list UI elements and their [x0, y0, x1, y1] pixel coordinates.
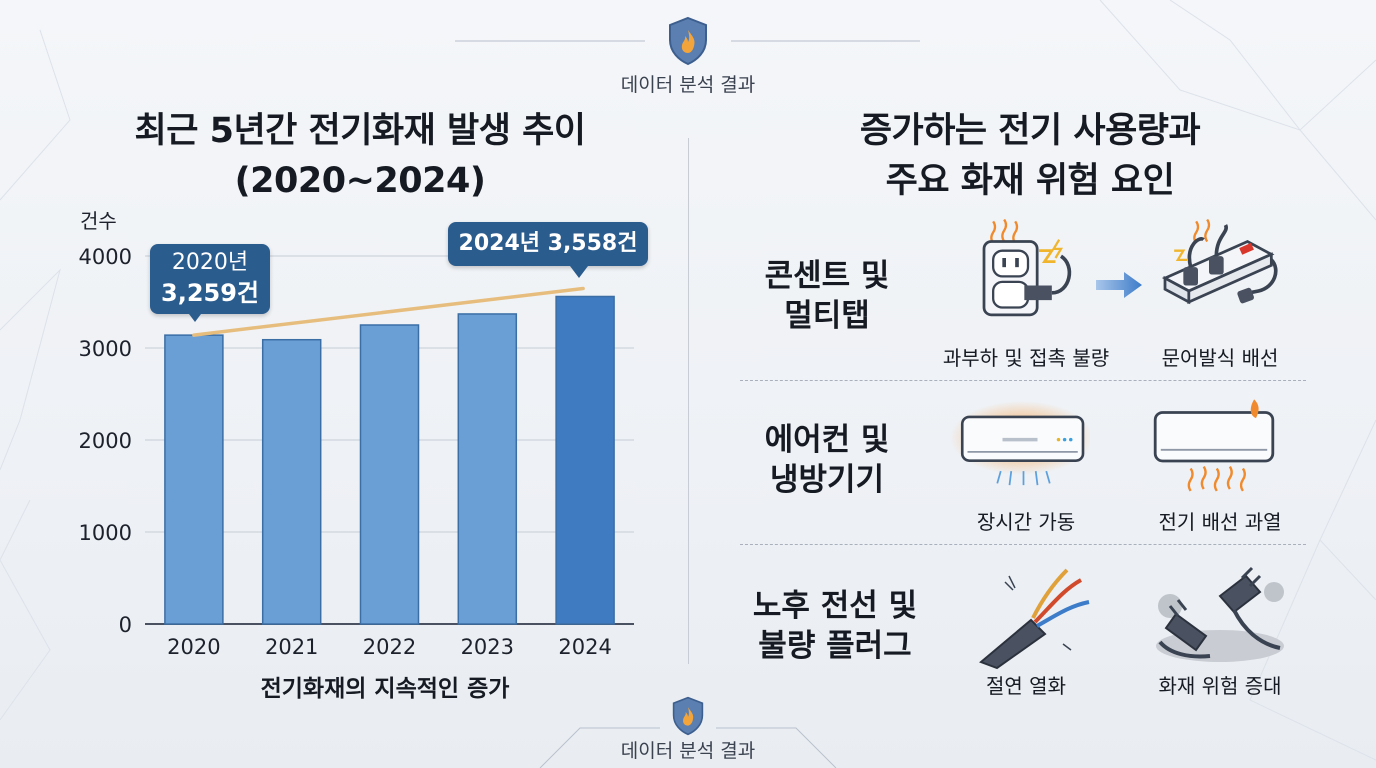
x-axis-label: 전기화재의 지속적인 증가 [261, 676, 510, 702]
frayed-wire-icon [979, 568, 1090, 670]
footer-label: 데이터 분석 결과 [620, 740, 756, 762]
power-strip-icon [1161, 218, 1278, 305]
bar-2020 [164, 334, 224, 625]
risk-row-label-line1: 콘센트 및 [764, 258, 890, 294]
x-tick-label: 2021 [265, 635, 318, 659]
risk-title: 증가하는 전기 사용량과 주요 화재 위험 요인 [720, 106, 1340, 206]
bar-2022 [359, 324, 420, 625]
risk-row-label-line1: 에어컨 및 [764, 422, 890, 458]
y-tick-label: 3000 [79, 337, 132, 361]
chart-title-line1: 최근 5년간 전기화재 발생 추이 [134, 111, 587, 151]
caption-fire-risk-increase: 화재 위험 증대 [1158, 674, 1282, 698]
shield-flame-icon [672, 696, 704, 736]
risk-row-label-old-wiring: 노후 전선 및 불량 플러그 [720, 586, 950, 666]
x-tick-label: 2023 [461, 635, 514, 659]
bar-2024 [555, 295, 615, 625]
caption-long-operation: 장시간 가동 [976, 510, 1076, 534]
annotation-2020: 2020년 3,259건 [150, 244, 270, 322]
risk-row-label-line2: 냉방기기 [769, 462, 885, 498]
row-separator [740, 380, 1306, 381]
y-tick-label: 1000 [79, 521, 132, 545]
annotation-2024: 2024년 3,558건 [448, 222, 648, 278]
annotation-2020-line1: 2020년 [171, 250, 249, 275]
risk-row-label-aircon: 에어컨 및 냉방기기 [712, 420, 942, 500]
bar-2021 [261, 338, 322, 625]
y-tick-label: 2000 [79, 429, 132, 453]
annotation-2024-text: 2024년 3,558건 [458, 231, 638, 256]
y-tick-label: 4000 [79, 245, 132, 269]
y-tick-label: 0 [119, 613, 132, 637]
risk-row-label-line1: 노후 전선 및 [752, 588, 918, 624]
caption-insulation-degradation: 절연 열화 [986, 674, 1066, 698]
y-axis-label: 건수 [80, 209, 117, 233]
x-tick-label: 2022 [363, 635, 416, 659]
air-conditioner-icon [950, 401, 1090, 486]
row-separator [740, 544, 1306, 545]
panel-divider [688, 138, 689, 664]
overheating-air-conditioner-icon [1153, 399, 1275, 492]
risk-row-label-line2: 멀티탭 [784, 298, 870, 334]
annotation-2020-line2: 3,259건 [161, 279, 259, 307]
bar-chart: 0 1000 2000 3000 4000 건수 2020 2021 2022 2023 2024 전… [79, 209, 634, 702]
outlet-plug-icon [982, 218, 1072, 317]
risk-title-line1: 증가하는 전기 사용량과 [859, 111, 1201, 151]
damaged-plug-icon [1156, 566, 1284, 662]
risk-title-line2: 주요 화재 위험 요인 [885, 161, 1175, 201]
header-label: 데이터 분석 결과 [620, 74, 756, 96]
chart-title-line2: (2020~2024) [234, 161, 486, 201]
bar-2023 [457, 313, 518, 625]
caption-overload: 과부하 및 접촉 불량 [942, 346, 1110, 370]
chart-title: 최근 5년간 전기화재 발생 추이 (2020~2024) [60, 106, 660, 206]
x-tick-label: 2024 [558, 635, 611, 659]
trend-line [192, 286, 585, 337]
x-tick-label: 2020 [167, 635, 220, 659]
arrow-right-icon [1096, 272, 1142, 298]
risk-row-label-line2: 불량 플러그 [758, 628, 912, 664]
shield-flame-icon [669, 16, 707, 66]
caption-daisy-chain: 문어발식 배선 [1161, 346, 1279, 370]
caption-wiring-overheat: 전기 배선 과열 [1158, 510, 1282, 534]
risk-row-label-outlets: 콘센트 및 멀티탭 [712, 256, 942, 336]
